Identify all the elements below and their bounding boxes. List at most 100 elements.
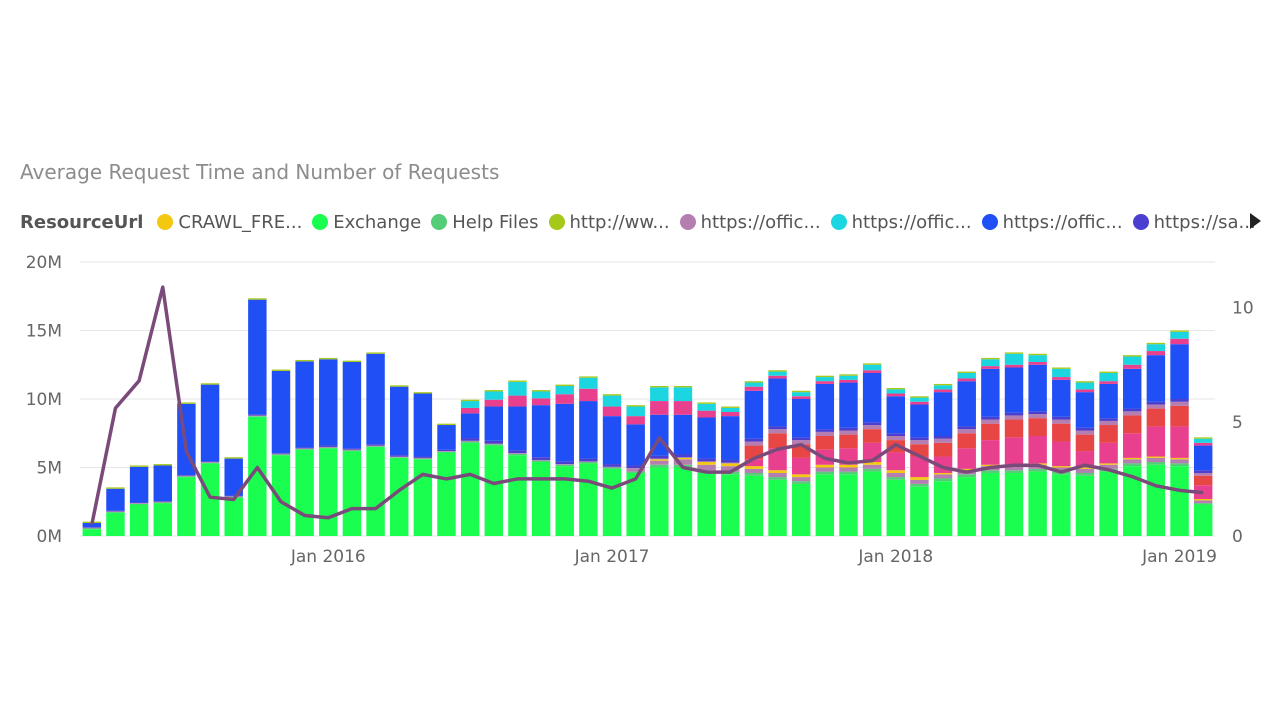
bar-segment[interactable] [437,451,456,452]
bar-segment[interactable] [508,455,527,536]
bar-segment[interactable] [390,385,409,387]
bar-segment[interactable] [579,463,598,536]
legend-item[interactable]: Help Files [431,212,539,233]
bar-segment[interactable] [791,457,811,475]
bar-segment[interactable] [744,382,764,387]
bar-segment[interactable] [768,375,787,379]
bar-segment[interactable] [1193,438,1213,443]
bar-segment[interactable] [602,416,622,465]
bar-segment[interactable] [981,423,1000,441]
bar-segment[interactable] [862,462,882,465]
bar-segment[interactable] [508,450,527,454]
bar-segment[interactable] [697,472,716,536]
bar-segment[interactable] [839,430,858,435]
bar-segment[interactable] [815,467,835,472]
bar-segment[interactable] [555,464,574,467]
bar-segment[interactable] [1075,381,1095,383]
bar-segment[interactable] [508,406,527,451]
bar-segment[interactable] [531,398,551,406]
bar-segment[interactable] [579,388,598,402]
bar-segment[interactable] [460,407,480,414]
bar-segment[interactable] [1146,408,1166,427]
bar-segment[interactable] [862,422,882,426]
bar-segment[interactable] [1004,466,1024,471]
bar-segment[interactable] [981,419,1000,424]
bar-segment[interactable] [106,488,125,511]
legend-item[interactable]: CRAWL_FRE... [157,212,302,233]
bar-segment[interactable] [744,381,764,383]
bar-segment[interactable] [224,495,243,497]
bar-segment[interactable] [413,456,433,458]
bar-segment[interactable] [555,394,574,404]
bar-segment[interactable] [1123,364,1142,369]
bar-segment[interactable] [1075,472,1095,476]
bar-segment[interactable] [1193,504,1213,536]
bar-segment[interactable] [82,528,102,530]
bar-segment[interactable] [555,461,574,465]
bar-segment[interactable] [153,501,172,502]
bar-segment[interactable] [508,381,527,396]
bar-segment[interactable] [744,466,764,469]
bar-segment[interactable] [1193,503,1213,505]
bar-segment[interactable] [295,447,314,449]
bar-segment[interactable] [1170,463,1189,467]
bar-segment[interactable] [200,461,220,463]
bar-segment[interactable] [910,437,929,441]
bar-segment[interactable] [791,396,811,399]
bar-segment[interactable] [1004,419,1024,438]
bar-segment[interactable] [839,467,858,472]
bar-segment[interactable] [791,399,811,438]
bar-segment[interactable] [460,440,480,442]
bar-segment[interactable] [153,503,172,536]
bar-segment[interactable] [721,406,740,408]
bar-segment[interactable] [437,423,456,426]
bar-segment[interactable] [271,454,291,456]
bar-segment[interactable] [839,375,858,380]
bar-segment[interactable] [1099,371,1118,373]
bar-segment[interactable] [1123,457,1142,460]
bar-segment[interactable] [1099,418,1118,421]
bar-segment[interactable] [579,401,598,459]
bar-segment[interactable] [295,361,314,448]
bar-segment[interactable] [768,378,787,427]
bar-segment[interactable] [981,359,1000,367]
bar-segment[interactable] [957,477,976,536]
bar-segment[interactable] [1146,342,1166,345]
bar-segment[interactable] [1004,470,1024,473]
bar-segment[interactable] [744,441,764,446]
bar-segment[interactable] [555,464,574,465]
bar-segment[interactable] [508,395,527,407]
bar-segment[interactable] [106,512,125,513]
bar-segment[interactable] [248,414,267,416]
bar-segment[interactable] [82,527,102,528]
bar-segment[interactable] [224,457,243,459]
bar-segment[interactable] [342,449,362,451]
bar-segment[interactable] [697,403,716,411]
bar-segment[interactable] [531,405,551,458]
bar-segment[interactable] [933,435,953,439]
bar-segment[interactable] [981,464,1000,467]
bar-segment[interactable] [1123,466,1142,536]
bar-segment[interactable] [673,457,693,460]
bar-segment[interactable] [319,446,338,448]
bar-segment[interactable] [1123,411,1142,416]
bar-segment[interactable] [1004,367,1024,413]
bar-segment[interactable] [1052,368,1071,378]
bar-segment[interactable] [1052,466,1071,468]
bar-segment[interactable] [839,374,858,376]
bar-segment[interactable] [555,385,574,395]
bar-segment[interactable] [886,389,905,394]
bar-segment[interactable] [602,467,622,469]
bar-segment[interactable] [366,444,385,446]
legend-item[interactable]: https://offic... [679,212,821,233]
bar-segment[interactable] [390,455,409,457]
bar-segment[interactable] [1052,441,1071,467]
bar-segment[interactable] [1099,464,1118,469]
bar-segment[interactable] [106,487,125,489]
bar-segment[interactable] [366,445,385,447]
bar-segment[interactable] [768,371,787,376]
bar-segment[interactable] [1146,404,1166,409]
bar-segment[interactable] [791,437,811,441]
bar-segment[interactable] [791,477,811,482]
bar-segment[interactable] [1028,468,1047,472]
